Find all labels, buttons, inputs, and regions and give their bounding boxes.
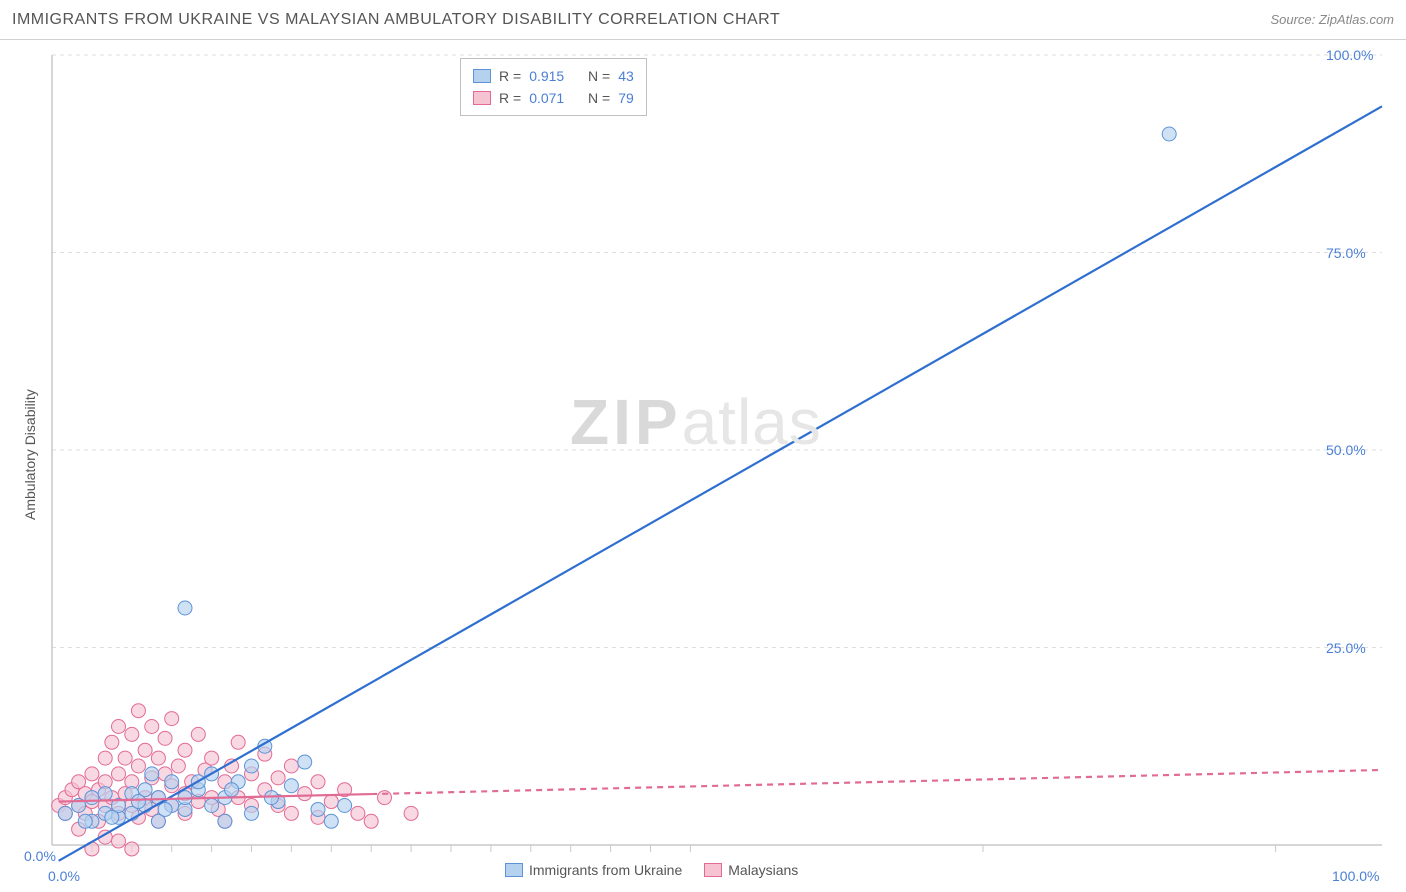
series-legend: Immigrants from Ukraine Malaysians xyxy=(505,862,798,878)
n-value-a: 43 xyxy=(618,65,634,87)
legend-item-series-b: Malaysians xyxy=(704,862,798,878)
chart-container: IMMIGRANTS FROM UKRAINE VS MALAYSIAN AMB… xyxy=(0,0,1406,892)
y-tick-label: 25.0% xyxy=(1326,640,1366,656)
y-axis-label: Ambulatory Disability xyxy=(22,389,38,520)
legend-item-series-a: Immigrants from Ukraine xyxy=(505,862,682,878)
r-value-b: 0.071 xyxy=(529,87,564,109)
n-value-b: 79 xyxy=(618,87,634,109)
legend-label-b: Malaysians xyxy=(728,862,798,878)
swatch-series-a xyxy=(505,863,523,877)
x-end-label: 100.0% xyxy=(1332,868,1379,884)
y-tick-label: 75.0% xyxy=(1326,245,1366,261)
y-tick-label: 100.0% xyxy=(1326,47,1373,63)
swatch-series-b xyxy=(473,91,491,105)
y-tick-label: 50.0% xyxy=(1326,442,1366,458)
swatch-series-b xyxy=(704,863,722,877)
x-origin-label: 0.0% xyxy=(48,868,80,884)
r-value-a: 0.915 xyxy=(529,65,564,87)
n-label: N = xyxy=(588,87,610,109)
stats-row-series-b: R = 0.071 N = 79 xyxy=(473,87,634,109)
n-label: N = xyxy=(588,65,610,87)
r-label: R = xyxy=(499,65,521,87)
legend-label-a: Immigrants from Ukraine xyxy=(529,862,682,878)
swatch-series-a xyxy=(473,69,491,83)
correlation-stats-legend: R = 0.915 N = 43 R = 0.071 N = 79 xyxy=(460,58,647,116)
r-label: R = xyxy=(499,87,521,109)
stats-row-series-a: R = 0.915 N = 43 xyxy=(473,65,634,87)
y-origin-label: 0.0% xyxy=(24,848,56,864)
scatter-plot xyxy=(0,0,1406,892)
